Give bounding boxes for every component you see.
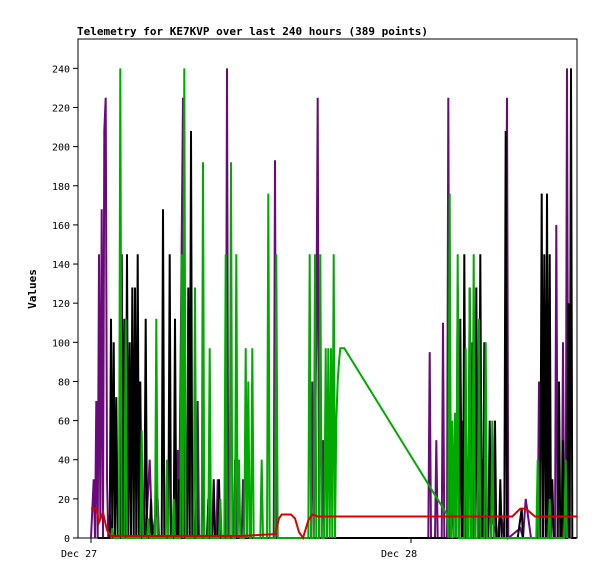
series-layer [90, 68, 578, 541]
y-tick-label: 140 [52, 260, 70, 271]
y-tick-label: 60 [58, 417, 70, 428]
series-line-3 [91, 507, 578, 541]
y-tick-label: 80 [58, 377, 70, 388]
y-axis-label: Values [26, 269, 39, 309]
y-tick-label: 40 [58, 456, 70, 467]
x-axis: Dec 27 Dec 28 [61, 538, 417, 560]
y-tick-label: 240 [52, 64, 70, 75]
y-tick-label: 20 [58, 495, 70, 506]
y-tick-label: 200 [52, 143, 70, 154]
series-line-2 [110, 68, 568, 539]
x-tick-label: Dec 28 [381, 549, 417, 560]
x-tick-label: Dec 27 [61, 549, 97, 560]
y-axis: 0 20 40 60 80 100 120 140 160 180 200 220 240 [52, 64, 78, 545]
y-tick-label: 120 [52, 299, 70, 310]
y-tick-label: 0 [64, 534, 70, 545]
chart-title: Telemetry for KE7KVP over last 240 hours… [77, 25, 428, 38]
y-tick-label: 220 [52, 103, 70, 114]
y-tick-label: 160 [52, 221, 70, 232]
y-tick-label: 180 [52, 182, 70, 193]
y-tick-label: 100 [52, 338, 70, 349]
